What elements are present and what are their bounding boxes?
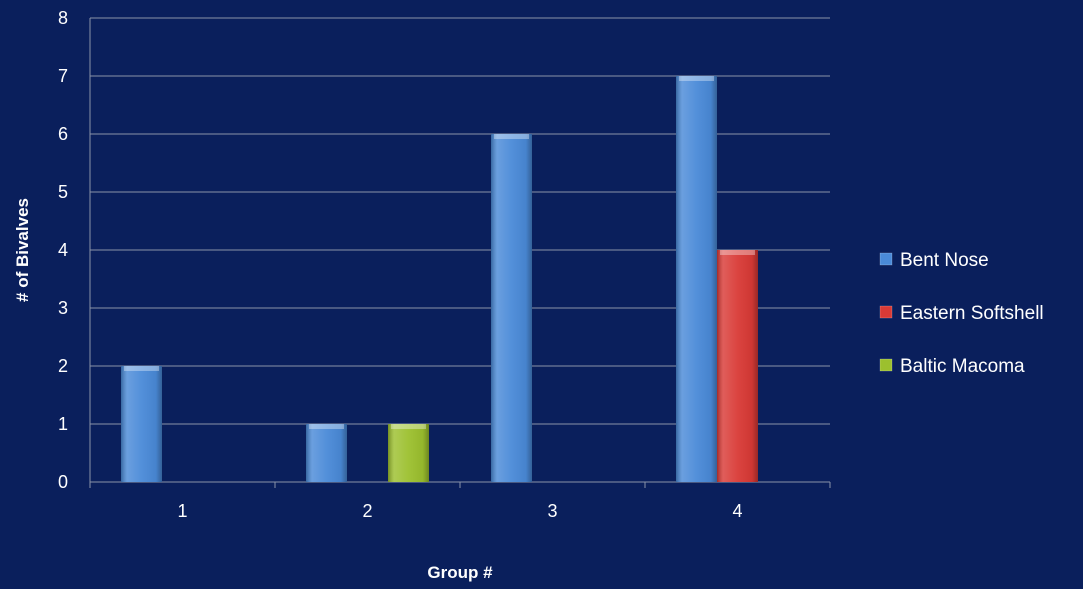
bar-bent-nose-group-3 — [491, 134, 532, 482]
legend-swatch — [879, 358, 893, 372]
bar-bevel — [309, 424, 344, 429]
y-tick-label: 2 — [58, 356, 68, 376]
bar-shade — [388, 424, 429, 482]
bar-bent-nose-group-1 — [121, 366, 162, 482]
bar-shade — [717, 250, 758, 482]
y-axis-title: # of Bivalves — [13, 198, 32, 302]
legend-label: Eastern Softshell — [900, 303, 1044, 324]
bar-baltic-macoma-group-2 — [388, 424, 429, 482]
y-tick-label: 8 — [58, 8, 68, 28]
legend-swatch — [879, 305, 893, 319]
bar-bevel — [391, 424, 426, 429]
bar-shade — [676, 76, 717, 482]
y-tick-label: 0 — [58, 472, 68, 492]
bar-bevel — [720, 250, 755, 255]
x-tick-label: 4 — [732, 501, 742, 521]
bar-bevel — [494, 134, 529, 139]
bar-bevel — [124, 366, 159, 371]
bar-bent-nose-group-2 — [306, 424, 347, 482]
x-axis-ticks: 1 2 3 4 — [177, 501, 742, 521]
x-tick-label: 1 — [177, 501, 187, 521]
bars — [121, 76, 758, 482]
y-tick-label: 7 — [58, 66, 68, 86]
legend-item-baltic-macoma: Baltic Macoma — [879, 356, 1025, 377]
y-tick-label: 4 — [58, 240, 68, 260]
bar-eastern-softshell-group-4 — [717, 250, 758, 482]
x-tick-label: 3 — [547, 501, 557, 521]
y-tick-label: 5 — [58, 182, 68, 202]
x-axis-title: Group # — [427, 563, 493, 582]
y-axis-ticks: 0 1 2 3 4 5 6 7 8 — [58, 8, 68, 492]
y-tick-label: 1 — [58, 414, 68, 434]
bar-shade — [121, 366, 162, 482]
bar-shade — [491, 134, 532, 482]
legend-label: Bent Nose — [900, 250, 989, 271]
bar-bent-nose-group-4 — [676, 76, 717, 482]
legend-item-bent-nose: Bent Nose — [879, 250, 989, 271]
legend-item-eastern-softshell: Eastern Softshell — [879, 303, 1044, 324]
legend-swatch — [879, 252, 893, 266]
x-tick-label: 2 — [362, 501, 372, 521]
y-tick-label: 3 — [58, 298, 68, 318]
bar-bevel — [679, 76, 714, 81]
legend-label: Baltic Macoma — [900, 356, 1025, 377]
gridlines — [89, 17, 831, 488]
y-tick-label: 6 — [58, 124, 68, 144]
legend: Bent Nose Eastern Softshell Baltic Macoma — [879, 250, 1044, 377]
bar-shade — [306, 424, 347, 482]
